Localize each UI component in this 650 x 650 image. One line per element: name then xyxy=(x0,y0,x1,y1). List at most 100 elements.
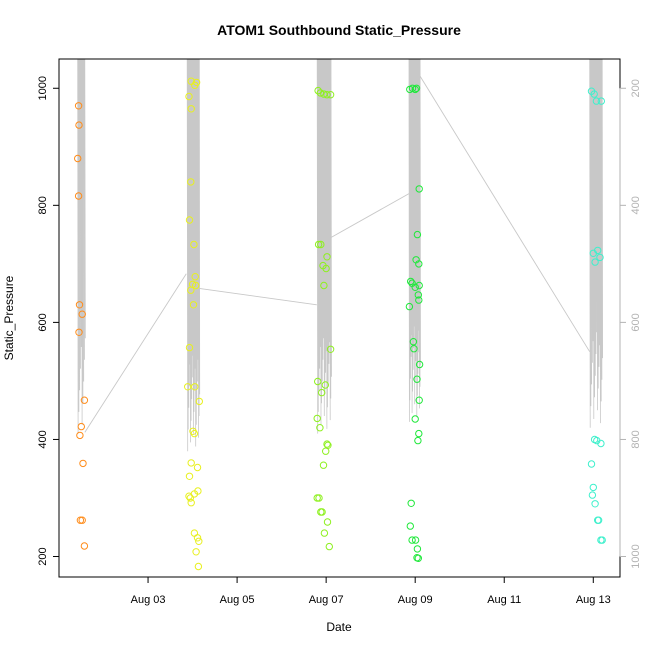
data-point xyxy=(325,542,333,551)
data-point xyxy=(589,249,597,258)
data-point xyxy=(191,383,199,391)
data-point xyxy=(195,537,203,545)
data-point xyxy=(411,536,420,544)
data-point xyxy=(590,90,598,98)
data-point xyxy=(185,343,194,352)
data-point xyxy=(184,383,192,391)
data-point xyxy=(413,230,422,239)
data-point xyxy=(414,554,422,562)
data-point xyxy=(414,291,422,299)
pressure-trace-connector xyxy=(84,273,187,433)
y-tick-label: 1000 xyxy=(37,76,49,100)
data-point xyxy=(407,499,415,507)
data-point xyxy=(74,154,82,163)
data-point xyxy=(192,281,200,290)
data-point xyxy=(406,522,414,530)
data-point xyxy=(75,328,83,336)
data-point xyxy=(187,178,195,186)
data-point xyxy=(415,296,423,304)
data-point xyxy=(75,121,83,129)
data-point xyxy=(415,360,424,369)
data-point xyxy=(75,301,84,309)
data-point xyxy=(594,516,603,524)
data-point xyxy=(405,302,414,311)
chart-title: ATOM1 Southbound Static_Pressure xyxy=(217,22,461,38)
data-point xyxy=(195,397,204,406)
secondary-tick-label: 600 xyxy=(630,313,642,331)
pressure-trace-layer xyxy=(77,58,603,452)
data-point xyxy=(588,491,597,499)
data-point xyxy=(78,310,86,318)
data-point xyxy=(323,253,331,261)
data-point xyxy=(190,429,199,438)
data-point xyxy=(591,500,599,508)
data-point xyxy=(78,516,86,524)
data-point xyxy=(80,542,89,550)
data-point xyxy=(317,240,325,249)
x-axis-label: Date xyxy=(326,620,352,634)
data-point xyxy=(415,185,423,193)
data-point xyxy=(187,286,195,294)
data-point xyxy=(415,396,423,404)
data-point xyxy=(326,345,335,353)
data-point xyxy=(319,461,328,469)
secondary-tick-label: 400 xyxy=(630,196,642,214)
x-tick-label: Aug 03 xyxy=(131,594,166,606)
data-point xyxy=(413,545,422,553)
x-tick-label: Aug 09 xyxy=(398,594,433,606)
data-point xyxy=(187,459,195,467)
pressure-trace-connector xyxy=(419,75,591,352)
pressure-trace-burst xyxy=(186,58,201,452)
y-tick-label: 200 xyxy=(37,547,49,565)
data-point xyxy=(313,414,321,423)
data-point xyxy=(74,192,83,200)
data-point xyxy=(194,562,203,571)
data-point xyxy=(411,283,419,291)
data-points-layer xyxy=(74,77,606,571)
data-point xyxy=(407,277,415,286)
data-point xyxy=(589,483,597,492)
pressure-trace-connector xyxy=(199,287,317,306)
data-point xyxy=(596,253,604,262)
data-point xyxy=(409,338,418,346)
data-point xyxy=(185,216,194,224)
data-point xyxy=(591,258,599,266)
data-point xyxy=(415,260,423,268)
data-point xyxy=(315,494,323,502)
secondary-tick-label: 800 xyxy=(630,430,642,448)
data-point xyxy=(316,89,325,97)
x-tick-label: Aug 11 xyxy=(487,594,521,606)
pressure-trace-connector xyxy=(330,193,410,238)
data-point xyxy=(186,494,195,502)
y-axis-label: Static_Pressure xyxy=(2,275,16,360)
data-point xyxy=(318,508,326,516)
data-point xyxy=(408,536,416,544)
data-point xyxy=(191,273,199,281)
pressure-trace-burst xyxy=(77,58,86,434)
data-point xyxy=(190,490,199,498)
y-tick-label: 600 xyxy=(37,313,49,331)
data-point xyxy=(410,345,418,353)
data-point xyxy=(314,240,323,249)
data-point xyxy=(187,105,195,113)
data-point xyxy=(187,77,195,85)
x-tick-label: Aug 07 xyxy=(309,594,344,606)
data-point xyxy=(193,534,202,542)
data-point xyxy=(323,518,332,526)
data-point xyxy=(314,377,322,386)
data-point xyxy=(316,424,324,432)
data-point xyxy=(597,439,605,448)
data-point xyxy=(320,529,329,537)
data-point xyxy=(415,429,423,438)
data-point xyxy=(189,301,198,309)
data-point xyxy=(587,460,596,468)
secondary-tick-label: 200 xyxy=(630,79,642,97)
data-point xyxy=(414,436,422,445)
x-tick-label: Aug 05 xyxy=(220,594,255,606)
data-point xyxy=(77,422,86,431)
data-point xyxy=(193,463,202,472)
data-point xyxy=(318,388,326,397)
data-point xyxy=(412,84,421,93)
data-point xyxy=(185,472,194,480)
